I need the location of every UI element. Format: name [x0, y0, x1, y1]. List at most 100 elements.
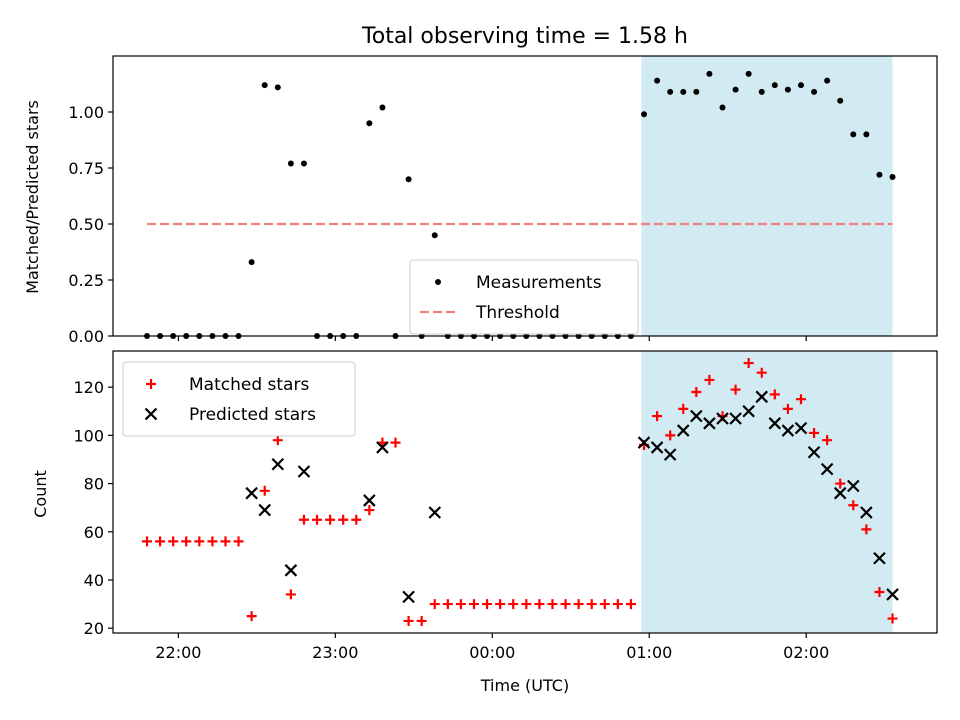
predicted-stars-point [297, 465, 311, 478]
x-tick-label: 00:00 [469, 643, 515, 662]
matched-stars-point [743, 358, 754, 369]
measurement-point [889, 173, 896, 180]
predicted-stars-point [807, 445, 821, 459]
y-tick-label: 100 [73, 426, 104, 445]
matched-stars-point [482, 599, 493, 610]
predicted-stars-point [781, 424, 795, 437]
measurement-point [274, 84, 281, 91]
matched-stars-point [822, 435, 833, 446]
measurement-point [811, 88, 818, 95]
matched-stars-point [704, 374, 715, 385]
matched-stars-point [769, 389, 780, 400]
matched-stars-point [390, 437, 401, 448]
legend-label: Threshold [475, 303, 560, 323]
measurement-point [379, 104, 386, 111]
predicted-stars-point [363, 494, 376, 507]
legend-plus-marker [146, 379, 156, 389]
matched-stars-point [338, 514, 349, 525]
measurement-point [719, 104, 726, 111]
matched-stars-point [534, 599, 545, 610]
measurement-point [837, 97, 844, 104]
matched-stars-point [325, 514, 336, 525]
predicted-stars-point [245, 486, 258, 500]
y-tick-label: 80 [84, 475, 104, 494]
x-tick-label: 01:00 [626, 643, 672, 662]
y-tick-label: 0.75 [68, 159, 104, 178]
matched-stars-point [625, 599, 636, 610]
measurement-point [824, 77, 831, 84]
predicted-stars-point [284, 564, 298, 577]
matched-stars-point [547, 599, 558, 610]
matched-stars-point [573, 599, 584, 610]
y-tick-label: 40 [84, 571, 104, 590]
axes-frame [112, 350, 938, 634]
legend: Measurements Threshold [409, 259, 639, 335]
matched-stars-point [207, 536, 218, 547]
measurement-point [732, 86, 739, 93]
bottom-panel: 20 40 60 80 100 120 22:00 23:00 00:00 01:00 02:00 M… [73, 350, 938, 662]
measurement-point [863, 131, 870, 138]
matched-stars-point [429, 599, 440, 610]
matched-stars-point [809, 427, 820, 438]
y-tick-label: 0.00 [68, 327, 104, 346]
matched-stars-point [155, 536, 166, 547]
predicted-stars-point [663, 448, 677, 461]
predicted-stars-point [820, 462, 834, 476]
legend-label: Matched stars [189, 375, 309, 395]
matched-stars-point [508, 599, 519, 610]
predicted-stars-point [650, 441, 664, 454]
matched-stars-point [246, 611, 257, 622]
predicted-stars-point [637, 436, 651, 449]
predicted-stars-point [886, 588, 899, 601]
predicted-stars-point [402, 590, 415, 604]
matched-stars-point [416, 615, 427, 626]
matched-stars-point [220, 536, 231, 547]
series-predicted-stars [245, 390, 899, 604]
axes-frame [112, 55, 938, 337]
matched-stars-point [861, 524, 872, 535]
predicted-stars-point [755, 390, 769, 404]
measurement-point [693, 88, 700, 95]
measurement-point [261, 82, 268, 89]
matched-stars-point [285, 589, 296, 600]
measurement-point [758, 88, 765, 95]
chart-title: Total observing time = 1.58 h [361, 24, 688, 49]
measurement-point [654, 77, 661, 84]
matched-stars-point [678, 403, 689, 414]
matched-stars-point [364, 505, 375, 516]
matched-stars-point [887, 613, 898, 624]
predicted-stars-point [729, 412, 742, 425]
matched-stars-point [795, 394, 806, 405]
matched-stars-point [848, 500, 859, 511]
y-tick-label: 120 [73, 378, 104, 397]
matched-stars-point [442, 599, 453, 610]
predicted-stars-point [873, 552, 886, 565]
legend-frame [409, 259, 639, 335]
matched-stars-point [233, 536, 244, 547]
measurement-point [850, 131, 857, 138]
y-tick-label: 1.00 [68, 103, 104, 122]
predicted-stars-point [428, 506, 442, 519]
matched-stars-point [468, 599, 479, 610]
matched-stars-point [521, 599, 532, 610]
measurement-point [771, 82, 778, 89]
legend-frame [122, 361, 356, 437]
measurement-point [405, 176, 412, 183]
measurement-point [248, 259, 255, 266]
predicted-stars-point [716, 412, 729, 425]
predicted-stars-point [703, 417, 716, 430]
series-matched-stars [142, 358, 898, 626]
measurement-point [287, 160, 294, 167]
predicted-stars-point [376, 441, 389, 454]
top-y-axis-label: Matched/Predicted stars [23, 100, 42, 294]
matched-stars-point [298, 514, 309, 525]
matched-stars-point [181, 536, 192, 547]
predicted-stars-point [860, 506, 873, 519]
x-axis-label: Time (UTC) [480, 676, 569, 695]
predicted-stars-point [690, 409, 703, 423]
measurement-point [797, 82, 804, 89]
matched-stars-point [168, 536, 179, 547]
measurement-point [745, 70, 752, 77]
x-tick-label: 22:00 [155, 643, 201, 662]
